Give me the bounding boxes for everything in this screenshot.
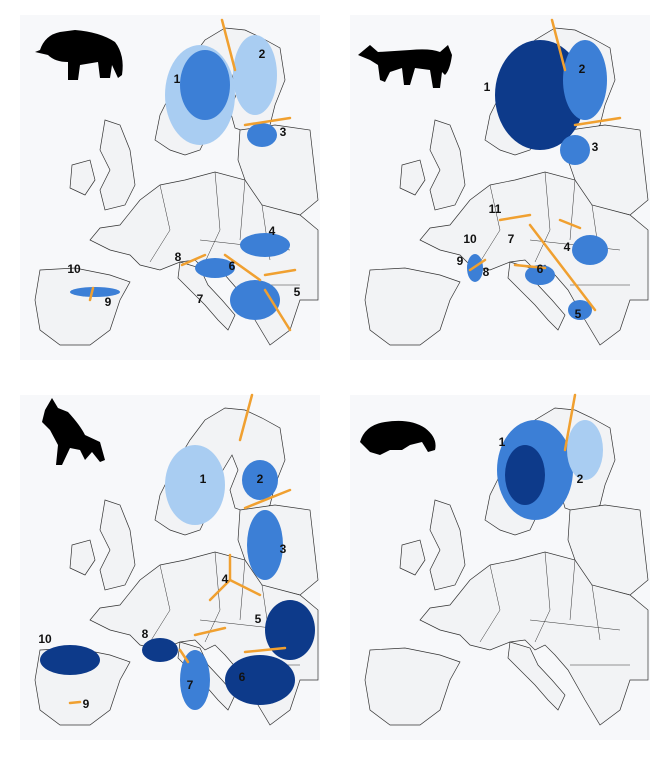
population-label: 2 xyxy=(577,472,584,486)
population-label: 2 xyxy=(257,472,264,486)
population-label: 10 xyxy=(463,232,477,246)
map-panel: 1 2 3 4 5 6 7 8 9 10 xyxy=(19,14,321,361)
map-panel: 12 xyxy=(349,393,651,741)
population-label: 7 xyxy=(187,678,194,692)
population-label: 8 xyxy=(142,627,149,641)
population-label: 1 xyxy=(499,435,506,449)
population-label: 3 xyxy=(280,125,287,139)
population-label: 4 xyxy=(222,572,229,586)
population-label: 2 xyxy=(259,47,266,61)
population-label: 7 xyxy=(197,292,204,306)
population-label: 4 xyxy=(564,240,571,254)
population-label: 5 xyxy=(294,285,301,299)
population-label: 9 xyxy=(105,295,112,309)
population-label: 10 xyxy=(38,632,52,646)
population-label: 10 xyxy=(67,262,81,276)
population-label: 9 xyxy=(83,697,90,711)
population-label: 3 xyxy=(280,542,287,556)
population-label: 6 xyxy=(239,670,246,684)
population-label: 8 xyxy=(175,250,182,264)
population-label: 8 xyxy=(483,265,490,279)
population-label: 5 xyxy=(255,612,262,626)
map-panel: 1 2 3 4 5 6 7 8 9 10 11 xyxy=(349,14,651,361)
population-label: 11 xyxy=(489,202,502,216)
population-label: 4 xyxy=(269,224,276,238)
map-panel: 1 2 3 4 5 6 7 8 9 10 xyxy=(19,393,321,741)
population-label: 1 xyxy=(174,72,181,86)
population-label: 2 xyxy=(579,62,586,76)
population-label: 6 xyxy=(229,259,236,273)
population-label: 7 xyxy=(508,232,515,246)
population-label: 1 xyxy=(200,472,207,486)
population-label: 1 xyxy=(484,80,491,94)
population-label: 5 xyxy=(575,307,582,321)
population-label: 9 xyxy=(457,254,464,268)
population-label: 6 xyxy=(537,262,544,276)
population-label: 3 xyxy=(592,140,599,154)
